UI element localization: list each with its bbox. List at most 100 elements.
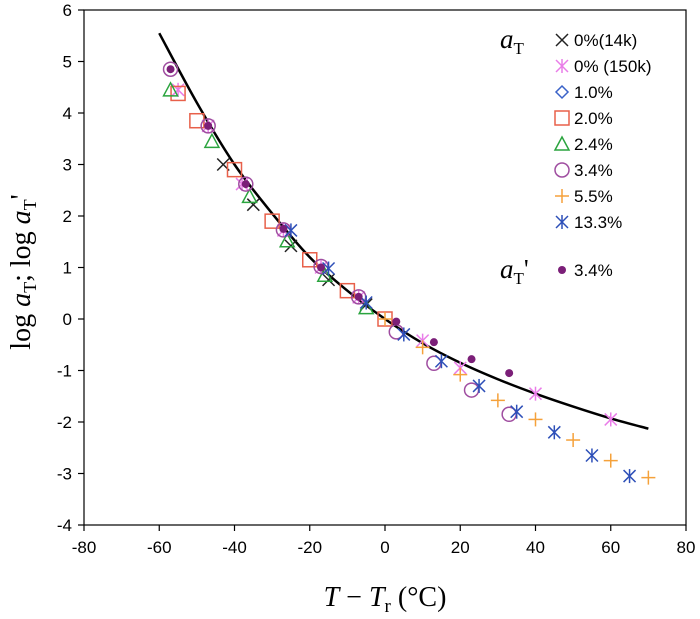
legend-marker [558, 266, 566, 274]
legend-label: 0% (150k) [574, 57, 651, 76]
data-point [241, 180, 250, 189]
legend-marker [554, 110, 570, 126]
y-axis-title-sub1: T [20, 282, 40, 293]
legend-label: 0%(14k) [574, 31, 637, 50]
y-axis-title-log1: log [6, 307, 37, 350]
data-point [279, 224, 288, 233]
data-point [505, 369, 514, 378]
legend-label: 2.0% [574, 109, 613, 128]
x-tick-label: 40 [526, 538, 545, 557]
y-axis-title-sep: ; log [6, 224, 37, 282]
legend-marker [555, 59, 569, 73]
data-point [357, 299, 375, 315]
y-axis-title-a1: a [6, 293, 37, 307]
data-point [238, 176, 254, 192]
legend-marker [553, 135, 571, 151]
data-point [528, 412, 543, 427]
y-tick-label: 4 [63, 104, 72, 123]
data-point [429, 338, 438, 347]
data-point [510, 404, 524, 419]
x-axis-title-unit: (°C) [391, 582, 447, 613]
x-tick-label: -20 [297, 538, 322, 557]
data-point [641, 470, 656, 485]
legend-marker [555, 33, 569, 47]
series-s4 [162, 81, 375, 315]
data-point [528, 386, 543, 401]
legend-marker [555, 189, 569, 203]
fit-curve [158, 32, 649, 430]
data-point [623, 469, 637, 484]
data-point [415, 340, 430, 355]
data-point [278, 232, 296, 248]
data-point [241, 187, 258, 204]
legend: aT 0%(14k) 0% (150k) 1.0% 2.0% 2.4% 3.4% 5.5% 13… [500, 24, 651, 288]
legend-marker [554, 162, 570, 178]
data-point [302, 252, 318, 268]
data-point [264, 213, 280, 229]
series-s5 [162, 61, 517, 423]
data-point [322, 273, 336, 287]
data-point [604, 412, 618, 427]
series-s6 [378, 312, 656, 485]
data-point [322, 261, 336, 276]
data-point [284, 223, 298, 238]
x-axis-title-sub: r [385, 596, 392, 617]
data-point [166, 65, 175, 74]
y-tick-label: 1 [63, 259, 72, 278]
legend-label: 13.3% [574, 213, 622, 232]
data-point [170, 85, 186, 102]
data-point [204, 121, 213, 130]
data-point [246, 198, 260, 212]
y-tick-label: 2 [63, 207, 72, 226]
data-point [354, 292, 363, 301]
y-axis-title-sub2: T [20, 199, 40, 210]
y-tick-label: 5 [63, 53, 72, 72]
data-point [603, 453, 618, 468]
x-tick-label: 20 [451, 538, 470, 557]
x-tick-label: -80 [72, 538, 97, 557]
x-tick-label: 60 [601, 538, 620, 557]
data-point [463, 382, 480, 398]
x-axis-title: T − Tr (°C) [324, 582, 447, 617]
data-point [378, 312, 392, 326]
data-point [162, 61, 179, 77]
data-point [434, 354, 448, 369]
legend-label: 3.4% [574, 261, 613, 280]
y-axis-title-prime: ' [6, 194, 37, 199]
data-points [162, 61, 656, 485]
data-point [490, 393, 505, 408]
data-point [397, 327, 411, 342]
data-point [203, 132, 221, 149]
x-tick-label: 0 [380, 538, 389, 557]
data-point [566, 433, 581, 448]
x-tick-label: -60 [147, 538, 172, 557]
data-point [200, 118, 216, 134]
data-point [547, 425, 561, 440]
x-axis-title-ref: T [369, 582, 387, 613]
legend-label: 5.5% [574, 187, 613, 206]
y-tick-label: -2 [57, 413, 72, 432]
data-point [284, 239, 298, 253]
data-point [317, 263, 326, 272]
y-tick-label: 3 [63, 156, 72, 175]
legend-marker [554, 84, 570, 100]
axis-ticks: -80 -60 -40 -20 0 20 40 60 80 -4 -3 -2 -1 0 1 2 3 4 5 6 [57, 1, 696, 557]
data-point [226, 161, 243, 178]
y-tick-label: -4 [57, 516, 72, 535]
data-point [453, 367, 468, 382]
y-tick-label: -1 [57, 362, 72, 381]
legend-marker [555, 215, 569, 229]
legend-label: 1.0% [574, 83, 613, 102]
data-point [162, 81, 179, 97]
y-axis-title-a2: a [6, 210, 37, 224]
x-tick-label: -40 [222, 538, 247, 557]
data-point [472, 378, 486, 393]
series-s7 [284, 223, 637, 484]
legend-group-heading: aT' [500, 254, 529, 288]
data-point [467, 355, 476, 364]
legend-label: 2.4% [574, 135, 613, 154]
y-axis-title: log aT; log aT' [6, 194, 40, 349]
x-axis-title-minus: − [339, 582, 369, 613]
x-tick-label: 80 [677, 538, 696, 557]
